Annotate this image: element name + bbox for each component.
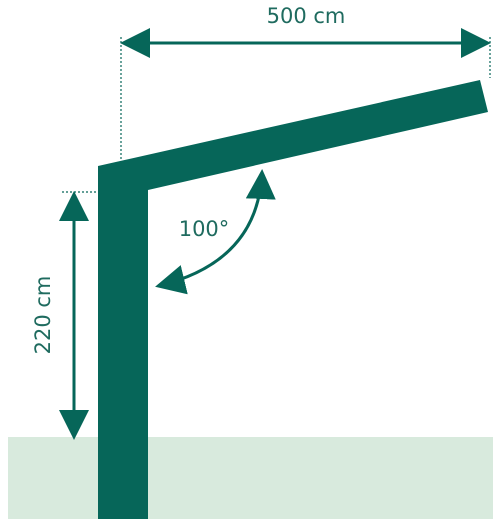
angle-label: 100°: [179, 217, 230, 241]
ground: [8, 437, 493, 519]
width-label: 500 cm: [267, 4, 346, 28]
angle-arc-arrow: [155, 169, 276, 295]
inclined-arm: [98, 80, 488, 190]
vertical-post: [98, 166, 148, 519]
height-label: 220 cm: [31, 276, 55, 355]
